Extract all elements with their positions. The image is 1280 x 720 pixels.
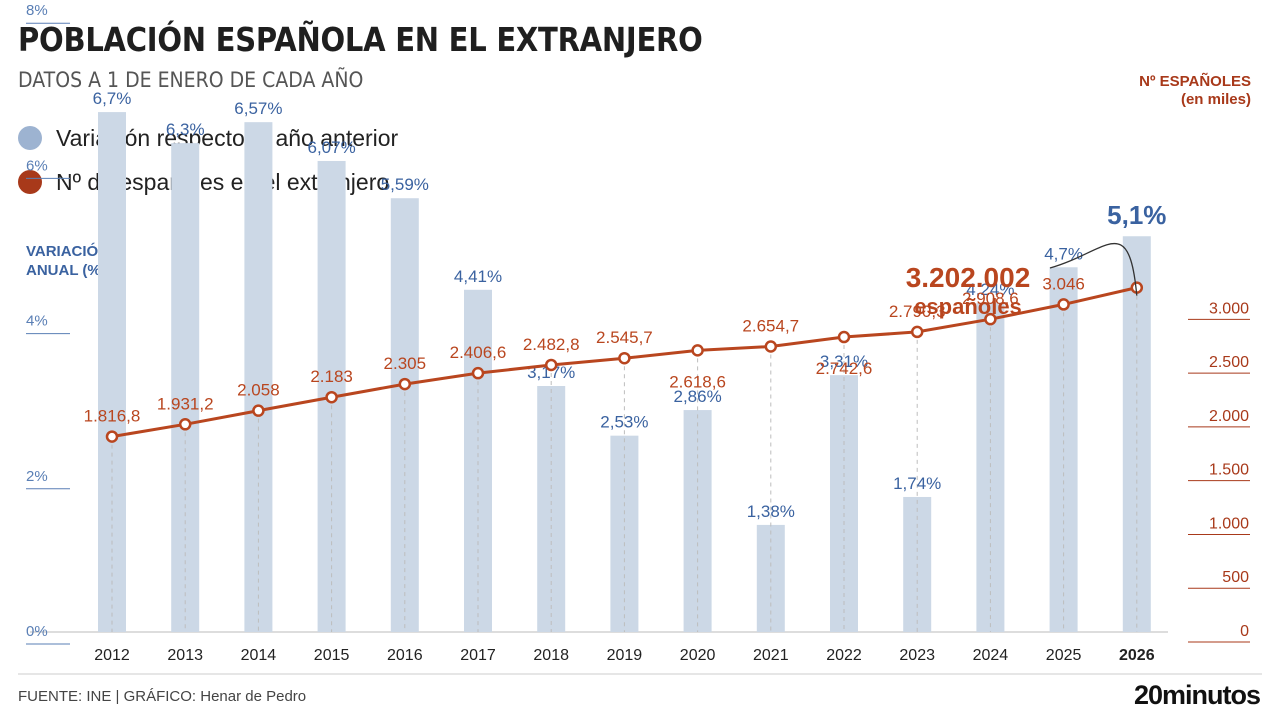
right-axis-tick-label: 0 xyxy=(1240,623,1249,640)
x-tick-label-2018: 2018 xyxy=(533,647,569,664)
annotation-connector xyxy=(1049,243,1138,296)
bar-label-2022: 3,31% xyxy=(820,352,868,371)
population-label-2021: 2.654,7 xyxy=(742,316,799,335)
population-point-2020 xyxy=(691,344,704,357)
bar-label-2025: 4,7% xyxy=(1044,244,1083,263)
x-tick-label-2023: 2023 xyxy=(899,647,935,664)
left-axis-tick-label: 6% xyxy=(26,157,48,174)
population-label-2022: 2.742,6 xyxy=(816,359,873,378)
x-tick-label-2020: 2020 xyxy=(680,647,716,664)
population-point-2019 xyxy=(618,351,631,365)
right-axis-tick-label: 1.500 xyxy=(1209,462,1249,479)
bar-label-2021: 1,38% xyxy=(747,502,795,521)
right-axis-title-line2: (en miles) xyxy=(1181,91,1251,108)
x-tick-label-2019: 2019 xyxy=(607,647,643,664)
population-point-2013 xyxy=(178,418,192,431)
population-label-2015: 2.183 xyxy=(310,367,353,386)
x-tick-label-2013: 2013 xyxy=(167,647,203,664)
population-point-2021 xyxy=(764,340,778,353)
chart-subtitle: DATOS A 1 DE ENERO DE CADA AÑO xyxy=(18,68,364,92)
right-axis-tick-label: 500 xyxy=(1222,569,1249,586)
population-point-2016 xyxy=(398,377,412,391)
left-axis-title-line2: ANUAL (%) xyxy=(26,262,106,279)
bar-label-2012: 6,7% xyxy=(93,89,132,108)
bar-label-2014: 6,57% xyxy=(234,99,282,118)
population-label-2024: 2.908,6 xyxy=(962,289,1019,308)
x-tick-label-2012: 2012 xyxy=(94,647,130,664)
bar-label-2013: 6,3% xyxy=(166,120,205,139)
bar-2012 xyxy=(98,112,126,632)
legend-swatch-population xyxy=(18,170,42,194)
x-tick-label-2014: 2014 xyxy=(241,647,277,664)
population-label-2019: 2.545,7 xyxy=(596,328,653,347)
population-label-2017: 2.406,6 xyxy=(450,343,507,362)
population-point-2017 xyxy=(471,366,485,380)
bar-label-2015: 6,07% xyxy=(307,138,355,157)
population-point-2015 xyxy=(325,390,338,404)
population-label-2020: 2.618,6 xyxy=(669,372,726,391)
bar-label-2023: 1,74% xyxy=(893,474,941,493)
x-tick-label-2016: 2016 xyxy=(387,647,423,664)
right-axis-tick-label: 1.000 xyxy=(1209,515,1249,532)
legend-swatch-variation xyxy=(18,126,42,150)
left-axis-tick-label: 0% xyxy=(26,623,48,640)
left-axis-tick-label: 8% xyxy=(26,2,48,19)
bar-label-2024: 4,24% xyxy=(966,280,1014,299)
left-axis-title-line1: VARIACIÓN xyxy=(26,242,109,260)
left-axis-tick-label: 4% xyxy=(26,313,48,330)
population-label-2018: 2.482,8 xyxy=(523,335,580,354)
x-tick-label-2025: 2025 xyxy=(1046,647,1082,664)
population-point-2012 xyxy=(105,430,119,443)
population-label-2016: 2.305 xyxy=(384,354,427,373)
x-tick-label-2021: 2021 xyxy=(753,647,789,664)
population-label-2025: 3.046 xyxy=(1042,274,1085,293)
right-axis-tick-label: 2.500 xyxy=(1209,354,1249,371)
x-tick-label-2015: 2015 xyxy=(314,647,350,664)
population-label-2023: 2.790,3 xyxy=(889,302,946,321)
bar-label-2016: 5,59% xyxy=(381,175,429,194)
bar-label-2026: 5,1% xyxy=(1107,200,1166,230)
population-point-2024 xyxy=(984,312,997,326)
population-point-2022 xyxy=(837,330,851,344)
source-footer: FUENTE: INE | GRÁFICO: Henar de Pedro xyxy=(18,688,307,705)
population-point-2018 xyxy=(544,358,558,372)
chart-title: POBLACIÓN ESPAÑOLA EN EL EXTRANJERO xyxy=(18,20,703,59)
brand-logo: 20minutos xyxy=(1133,680,1261,710)
population-point-2014 xyxy=(252,404,265,417)
right-axis-title-line1: Nº ESPAÑOLES xyxy=(1139,72,1251,90)
x-tick-label-2022: 2022 xyxy=(826,647,862,664)
population-point-2023 xyxy=(910,325,924,339)
annotation-text: españoles xyxy=(914,294,1022,319)
population-label-2012: 1.816,8 xyxy=(84,407,141,426)
bar-2016 xyxy=(390,198,419,632)
bar-2017 xyxy=(464,289,492,632)
x-tick-label-2017: 2017 xyxy=(460,647,496,664)
population-label-2014: 2.058 xyxy=(237,381,280,400)
bar-label-2019: 2,53% xyxy=(600,413,648,432)
bar-label-2017: 4,41% xyxy=(454,267,502,286)
left-axis-tick-label: 2% xyxy=(26,468,48,485)
x-tick-label-2026: 2026 xyxy=(1119,647,1155,664)
annotation-value: 3.202.002 xyxy=(906,262,1031,293)
x-tick-label-2024: 2024 xyxy=(973,647,1009,664)
right-axis-tick-label: 3.000 xyxy=(1209,300,1249,317)
population-label-2013: 1.931,2 xyxy=(157,394,214,413)
right-axis-tick-label: 2.000 xyxy=(1209,408,1249,425)
bar-2013 xyxy=(171,143,200,632)
population-point-2025 xyxy=(1057,298,1070,311)
bar-label-2020: 2,86% xyxy=(673,387,721,406)
